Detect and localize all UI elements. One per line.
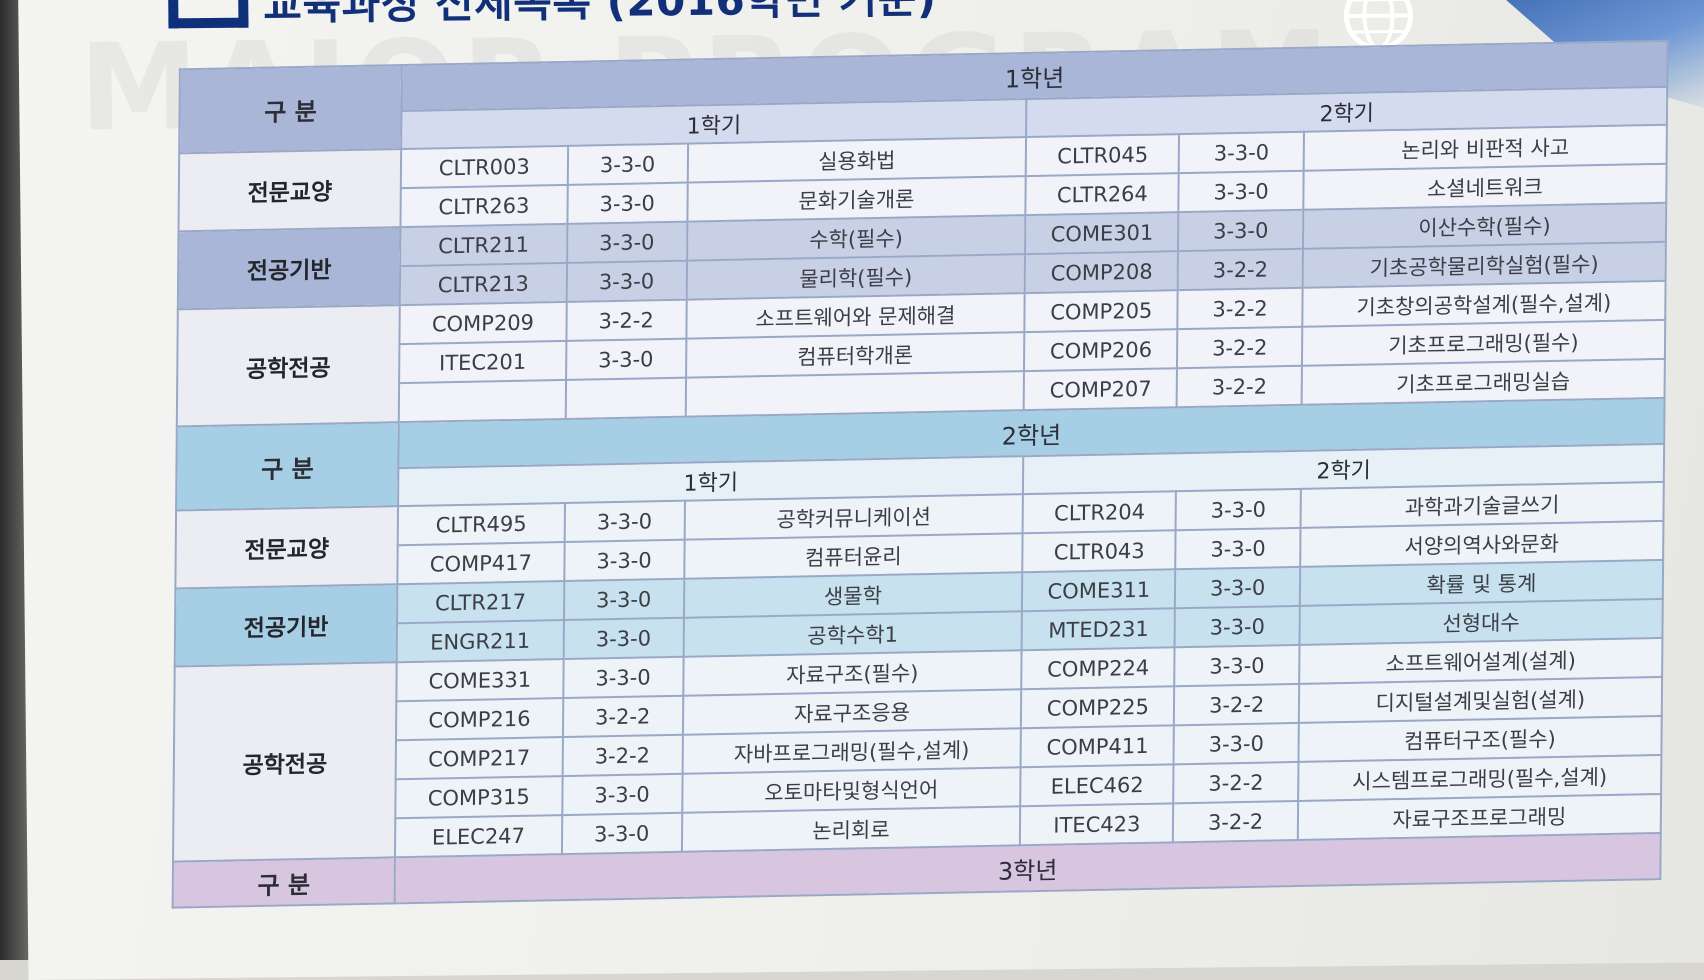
credit-units: 3-3-0 xyxy=(566,339,686,380)
course-code: COMP206 xyxy=(1024,329,1178,371)
printed-page: MAJOR PROGRAM 교육과정 전체목록 (2016학번 기준) 구 분 … xyxy=(18,0,1704,980)
gubun-header: 구 분 xyxy=(173,857,395,907)
course-code: ELEC462 xyxy=(1020,764,1174,806)
credit-units: 3-2-2 xyxy=(1173,801,1298,842)
course-code: COMP225 xyxy=(1021,686,1175,728)
course-name: 공학수학1 xyxy=(683,611,1022,657)
course-name: 자바프로그래밍(필수,설계) xyxy=(682,728,1021,774)
course-code: COME301 xyxy=(1025,212,1179,254)
credit-units: 3-3-0 xyxy=(564,579,684,620)
course-name xyxy=(685,371,1024,417)
course-code: CLTR045 xyxy=(1026,134,1180,176)
course-code: CLTR211 xyxy=(400,224,567,266)
category-label: 전공기반 xyxy=(178,227,401,309)
credit-units: 3-2-2 xyxy=(566,300,686,341)
credit-units: 3-3-0 xyxy=(1174,723,1299,764)
credit-units: 3-3-0 xyxy=(1176,528,1301,569)
credit-units: 3-3-0 xyxy=(563,618,683,659)
course-code: ITEC423 xyxy=(1020,803,1174,845)
course-name: 물리학(필수) xyxy=(686,254,1025,300)
credit-units: 3-2-2 xyxy=(1178,249,1303,290)
credit-units: 3-2-2 xyxy=(1177,327,1302,368)
credit-units: 3-3-0 xyxy=(1175,645,1300,686)
course-name: 수학(필수) xyxy=(687,215,1026,261)
course-code: COMP207 xyxy=(1024,368,1178,410)
course-code: CLTR003 xyxy=(401,146,568,188)
course-code: COMP315 xyxy=(395,776,562,818)
course-code: CLTR264 xyxy=(1026,173,1180,215)
credit-units: 3-3-0 xyxy=(1178,210,1303,251)
course-code: CLTR043 xyxy=(1022,530,1176,572)
category-label: 전공기반 xyxy=(175,584,398,666)
category-label: 전문교양 xyxy=(179,149,402,231)
course-code: COMP217 xyxy=(396,737,563,779)
credit-units: 3-3-0 xyxy=(567,222,687,263)
credit-units: 3-3-0 xyxy=(1175,567,1300,608)
credit-units: 3-3-0 xyxy=(562,774,682,815)
course-name: 실용화법 xyxy=(687,137,1026,183)
course-name: 자료구조(필수) xyxy=(683,650,1022,696)
credit-units: 3-3-0 xyxy=(562,813,682,854)
course-code: COMP411 xyxy=(1021,725,1175,767)
gubun-header: 구 분 xyxy=(179,65,402,153)
course-name: 공학커뮤니케이션 xyxy=(684,494,1023,540)
category-label: 공학전공 xyxy=(173,662,397,861)
credit-units: 3-2-2 xyxy=(563,696,683,737)
course-code: ENGR211 xyxy=(397,620,564,662)
course-code: CLTR204 xyxy=(1023,491,1177,533)
gubun-header: 구 분 xyxy=(176,422,399,510)
course-name: 오토마타및형식언어 xyxy=(682,767,1021,813)
year1-section: 구 분 1학년 1학기 2학기 전문교양 CLTR003 3-3-0 실용화법 … xyxy=(177,41,1668,427)
course-name: 컴퓨터윤리 xyxy=(684,533,1023,579)
course-name: 소프트웨어와 문제해결 xyxy=(686,293,1025,339)
curriculum-table: 구 분 1학년 1학기 2학기 전문교양 CLTR003 3-3-0 실용화법 … xyxy=(172,40,1669,909)
course-code: COME311 xyxy=(1022,569,1176,611)
course-name: 컴퓨터학개론 xyxy=(686,332,1025,378)
year2-section: 구 분 2학년 1학기 2학기 전문교양 CLTR495 3-3-0 공학커뮤니… xyxy=(173,398,1665,862)
credit-units: 3-2-2 xyxy=(1177,366,1302,407)
course-code: ITEC201 xyxy=(399,341,566,383)
course-code: COME331 xyxy=(396,659,563,701)
credit-units: 3-3-0 xyxy=(564,501,684,542)
credit-units: 3-3-0 xyxy=(1176,489,1301,530)
credit-units: 3-3-0 xyxy=(564,540,684,581)
credit-units: 3-2-2 xyxy=(1178,288,1303,329)
course-code xyxy=(399,380,566,422)
credit-units: 3-3-0 xyxy=(563,657,683,698)
course-code: COMP224 xyxy=(1021,647,1175,689)
course-name: 문화기술개론 xyxy=(687,176,1026,222)
course-code: COMP209 xyxy=(400,302,567,344)
course-code: CLTR263 xyxy=(401,185,568,227)
credit-units: 3-3-0 xyxy=(1179,132,1304,173)
course-code: COMP216 xyxy=(396,698,563,740)
category-label: 공학전공 xyxy=(177,305,400,426)
course-code: CLTR217 xyxy=(397,581,564,623)
course-code: CLTR495 xyxy=(398,503,565,545)
credit-units: 3-3-0 xyxy=(566,261,686,302)
credit-units: 3-3-0 xyxy=(1179,171,1304,212)
course-code: MTED231 xyxy=(1022,608,1176,650)
course-code: ELEC247 xyxy=(395,815,562,857)
course-name: 자료구조응용 xyxy=(683,689,1022,735)
credit-units: 3-2-2 xyxy=(562,735,682,776)
credit-units: 3-3-0 xyxy=(1175,606,1300,647)
credit-units: 3-3-0 xyxy=(567,144,687,185)
title-marker xyxy=(168,0,249,28)
course-code: CLTR213 xyxy=(400,263,567,305)
credit-units: 3-2-2 xyxy=(1174,762,1299,803)
course-name: 생물학 xyxy=(684,572,1023,618)
category-label: 전문교양 xyxy=(175,506,398,588)
credit-units: 3-2-2 xyxy=(1174,684,1299,725)
credit-units xyxy=(565,378,685,419)
course-name: 논리회로 xyxy=(681,806,1020,852)
course-code: COMP205 xyxy=(1025,290,1179,332)
course-code: COMP417 xyxy=(397,542,564,584)
credit-units: 3-3-0 xyxy=(567,183,687,224)
course-code: COMP208 xyxy=(1025,251,1179,293)
